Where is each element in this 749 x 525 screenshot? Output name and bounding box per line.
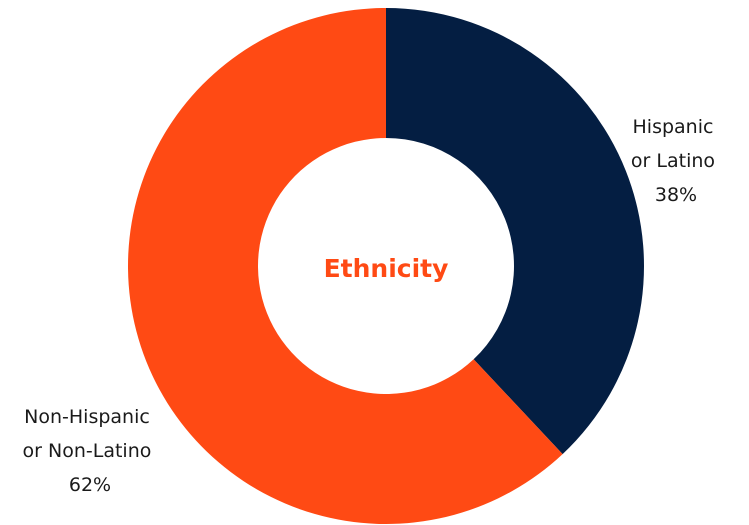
donut-slice-hispanic (386, 8, 644, 455)
donut-slices (127, 8, 644, 524)
slice-label-non-hispanic-line2: or Non-Latino (23, 440, 152, 462)
slice-label-non-hispanic: Non-Hispanic or Non-Latino 62% (23, 406, 158, 496)
slice-label-non-hispanic-line1: Non-Hispanic (24, 406, 150, 428)
chart-title: Ethnicity (324, 254, 449, 283)
donut-slice-non-hispanic (127, 8, 563, 524)
slice-label-hispanic-line2: or Latino (631, 150, 715, 172)
slice-label-hispanic-line1: Hispanic (633, 116, 714, 138)
slice-value-hispanic: 38% (655, 184, 697, 206)
slice-value-non-hispanic: 62% (69, 474, 111, 496)
slice-label-hispanic: Hispanic or Latino 38% (631, 116, 721, 206)
